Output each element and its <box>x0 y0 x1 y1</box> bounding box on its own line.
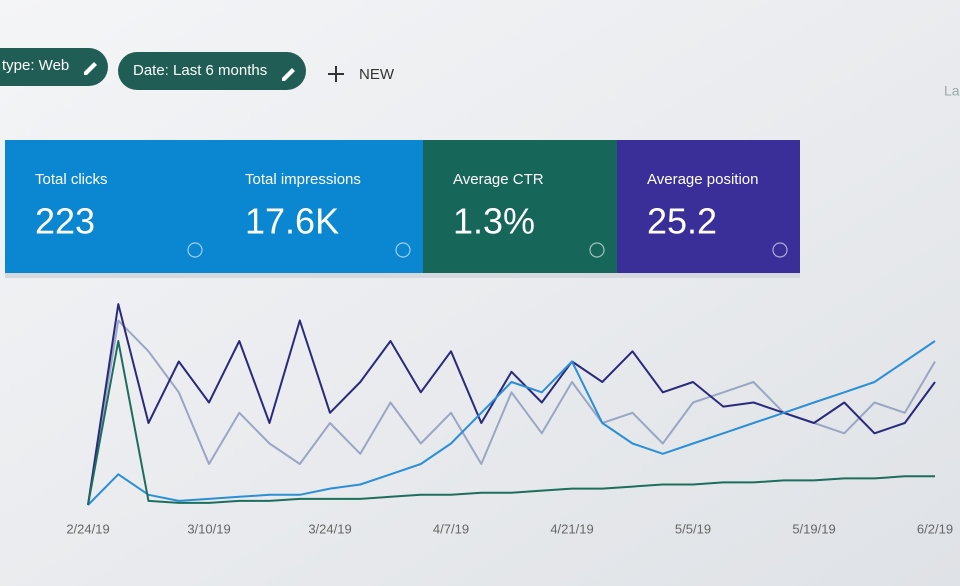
edit-icon <box>282 68 295 81</box>
corner-text: La <box>944 83 960 99</box>
edit-icon <box>84 62 97 75</box>
metric-card[interactable] <box>423 140 617 273</box>
filter-chip[interactable] <box>118 52 306 90</box>
series-line <box>87 303 936 506</box>
metric-card[interactable] <box>5 140 215 273</box>
metric-label: Average CTR <box>453 171 544 188</box>
metric-label: Average position <box>647 171 758 188</box>
x-tick-label: 4/21/19 <box>550 521 593 536</box>
cards: Total clicks 223 Total impressions 17.6K Ave… <box>5 140 800 273</box>
metric-label: Total impressions <box>245 171 361 188</box>
metric-value: 17.6K <box>245 201 339 242</box>
filter-label: type: Web <box>2 57 69 74</box>
metric-card[interactable] <box>617 140 800 273</box>
x-tick-label: 6/2/19 <box>917 521 953 536</box>
x-tick-label: 3/24/19 <box>308 521 351 536</box>
help-icon <box>395 242 411 258</box>
series-line <box>87 340 936 506</box>
new-button[interactable]: NEW <box>359 66 395 83</box>
metric-value: 25.2 <box>647 201 717 242</box>
help-icon <box>589 242 605 258</box>
x-tick-label: 5/5/19 <box>675 521 711 536</box>
x-tick-label: 5/19/19 <box>792 521 835 536</box>
series-line <box>87 340 935 506</box>
filter-label: Date: Last 6 months <box>133 62 267 79</box>
metric-label: Total clicks <box>35 171 108 188</box>
metric-card[interactable] <box>215 140 423 273</box>
metric-value: 223 <box>35 201 95 242</box>
metric-value: 1.3% <box>453 201 535 242</box>
plus-icon <box>328 66 344 82</box>
x-tick-label: 3/10/19 <box>187 521 230 536</box>
card-shadow <box>5 270 800 278</box>
x-tick-label: 4/7/19 <box>433 521 469 536</box>
chart: 2/24/19 3/10/19 3/24/19 4/7/19 4/21/19 5/5/19… <box>66 303 953 536</box>
x-tick-label: 2/24/19 <box>66 521 109 536</box>
help-icon <box>772 242 788 258</box>
help-icon <box>187 242 203 258</box>
filter-chip[interactable] <box>0 48 108 86</box>
